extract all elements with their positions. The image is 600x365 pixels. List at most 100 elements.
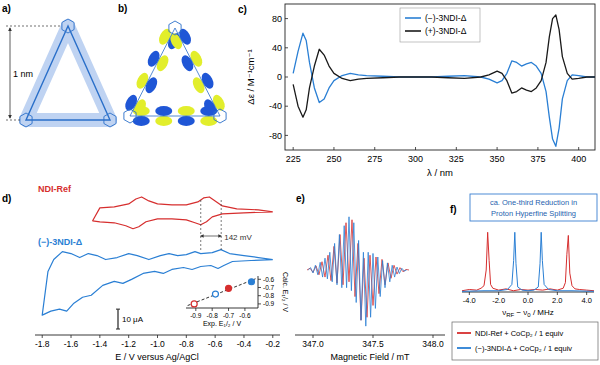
axis-title: E / V versus Ag/AgCl bbox=[115, 352, 199, 362]
x-tick-label: 350 bbox=[490, 154, 505, 164]
data-layer bbox=[188, 278, 257, 306]
legend-swatch bbox=[405, 30, 421, 32]
x-tick-label: 275 bbox=[367, 154, 382, 164]
orbital-lobe bbox=[178, 116, 195, 126]
annotation-line bbox=[200, 200, 201, 250]
chart: -0.9-0.8-0.7-0.6-0.9-0.8-0.7-0.6Exp. E₁/… bbox=[186, 272, 289, 328]
y-tick bbox=[258, 279, 261, 280]
y-tick bbox=[285, 106, 288, 107]
data-layer bbox=[462, 232, 594, 291]
y-tick bbox=[285, 18, 288, 19]
x-tick-label: -2.0 bbox=[492, 296, 505, 305]
chart: d)-1.8-1.6-1.4-1.2-1.0-0.8-0.6-0.4-0.2E … bbox=[2, 184, 280, 362]
x-tick bbox=[537, 147, 538, 150]
y-tick-label: -0.9 bbox=[263, 300, 275, 307]
panel-label: f) bbox=[450, 204, 457, 215]
annotation-text: 142 mV bbox=[224, 233, 252, 242]
x-tick-label: 325 bbox=[449, 154, 464, 164]
axis-title: νRF − ν0 / MHz bbox=[502, 308, 554, 318]
y-axis bbox=[258, 276, 259, 308]
chart: e)347.0347.5348.0Magnetic Field / mT bbox=[295, 193, 445, 362]
x-tick-label: -0.9 bbox=[190, 312, 202, 319]
panel-label: a) bbox=[2, 3, 11, 14]
legend-box bbox=[400, 8, 480, 42]
legend-label: (−)-3NDI-Δ + CoCp₂ / 1 equiv bbox=[475, 344, 572, 353]
x-tick-label: -0.6 bbox=[239, 312, 251, 319]
y-tick bbox=[285, 47, 288, 48]
plot-frame bbox=[285, 4, 595, 150]
x-tick-label: -0.8 bbox=[179, 339, 194, 349]
series-line bbox=[293, 15, 595, 117]
axis-title: λ / nm bbox=[427, 167, 453, 178]
legend-box bbox=[452, 322, 598, 360]
panel-a: a) 1 nm bbox=[2, 3, 116, 127]
ring bbox=[62, 19, 74, 33]
ring bbox=[214, 109, 226, 123]
series-line bbox=[93, 197, 273, 229]
x-tick-label: -0.6 bbox=[208, 339, 223, 349]
point bbox=[248, 279, 254, 285]
legend-label: (+)-3NDI-Δ bbox=[425, 26, 467, 36]
figure: a)1 nmb)c)225250275300325350375400-80-40… bbox=[0, 0, 600, 365]
x-tick bbox=[415, 147, 416, 150]
y-tick-label: 0 bbox=[277, 72, 282, 82]
series-label: NDI-Ref bbox=[38, 184, 72, 194]
x-tick-label: -1.6 bbox=[64, 339, 79, 349]
x-tick-label: -0.2 bbox=[265, 339, 280, 349]
orbital-lobe bbox=[200, 116, 217, 126]
series-line bbox=[42, 250, 273, 316]
data-layer bbox=[42, 197, 273, 315]
orbital-lobe bbox=[155, 106, 172, 116]
series-line bbox=[188, 278, 257, 305]
annotation-box bbox=[470, 194, 597, 221]
ring bbox=[124, 109, 136, 123]
y-tick bbox=[285, 77, 288, 78]
molecule-frame bbox=[26, 26, 110, 120]
y-tick-label: -0.6 bbox=[263, 276, 275, 283]
series-line bbox=[308, 217, 406, 326]
y-tick-label: -80 bbox=[269, 131, 282, 141]
x-tick bbox=[578, 147, 579, 150]
dimension-arrow bbox=[10, 28, 11, 118]
x-tick-label: 400 bbox=[571, 154, 586, 164]
annotation-text: ca. One-third Reduction in bbox=[490, 198, 577, 207]
x-tick-label: -1.2 bbox=[121, 339, 136, 349]
panel-label: d) bbox=[2, 193, 11, 204]
annotation-text: Proton Hyperfine Splitting bbox=[491, 209, 576, 218]
x-tick-label: 347.0 bbox=[302, 339, 324, 349]
ring bbox=[20, 113, 32, 127]
y-tick bbox=[285, 135, 288, 136]
y-tick-label: 80 bbox=[272, 14, 282, 24]
annotation-arrow bbox=[201, 236, 221, 237]
ring bbox=[169, 21, 181, 35]
x-tick bbox=[293, 147, 294, 150]
y-tick bbox=[258, 287, 261, 288]
x-tick-label: -0.4 bbox=[237, 339, 252, 349]
axis-title: Δε / M⁻¹cm⁻¹ bbox=[245, 49, 256, 104]
x-tick bbox=[333, 147, 334, 150]
scale-label: 1 nm bbox=[13, 69, 33, 79]
series-line bbox=[462, 232, 594, 291]
panel-label: e) bbox=[296, 193, 305, 204]
x-tick-label: 300 bbox=[408, 154, 423, 164]
axis-title: Exp. E₁/₂ / V bbox=[203, 320, 241, 328]
y-tick-label: -0.8 bbox=[263, 292, 275, 299]
scale-bar-cap bbox=[116, 309, 120, 310]
dimension-guide bbox=[6, 120, 20, 121]
point bbox=[226, 285, 232, 291]
scale-bar-cap bbox=[116, 329, 120, 330]
x-tick-label: 375 bbox=[530, 154, 545, 164]
orbital-lobe bbox=[155, 116, 172, 126]
x-tick bbox=[374, 147, 375, 150]
series-line bbox=[307, 220, 409, 320]
scale-bar bbox=[117, 309, 118, 329]
dimension-guide bbox=[6, 26, 60, 27]
x-tick-label: 348.0 bbox=[422, 339, 444, 349]
orbital-lobe bbox=[133, 106, 150, 116]
x-axis bbox=[295, 335, 445, 336]
x-tick-label: -0.7 bbox=[223, 312, 235, 319]
legend-swatch bbox=[405, 17, 421, 19]
legend-swatch bbox=[457, 347, 471, 349]
x-tick-label: 4.0 bbox=[581, 296, 591, 305]
scale-bar-label: 10 μA bbox=[122, 315, 144, 324]
